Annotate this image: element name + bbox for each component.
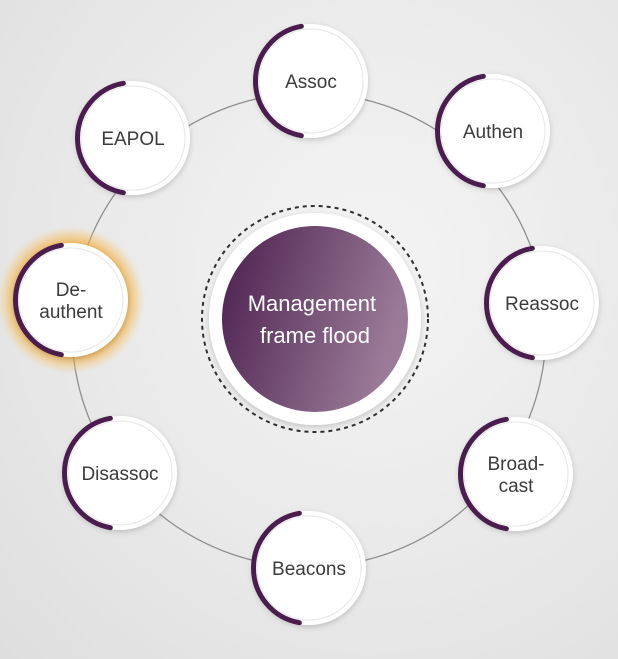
node-label-line: Authen [463,122,523,143]
node-label: De-authent [39,280,103,323]
node-label: Disassoc [81,464,158,485]
node-circle [76,81,190,195]
node-label-line: Broad- [487,454,544,475]
node-label: EAPOL [101,129,164,150]
node-circle [14,243,128,357]
node-inner-ring [256,515,362,621]
node-accent-arc [253,23,304,139]
node-inner-ring [18,247,124,353]
node-label: Reassoc [505,294,579,315]
center-circle [222,226,408,412]
node-label: Beacons [272,559,346,580]
node-accent-arc [484,245,535,361]
node-deauthent: De-authent [0,226,145,374]
node-assoc: Assoc [253,23,368,139]
node-label-line: authent [39,302,103,323]
node-label-line: Beacons [272,559,346,580]
node-circle [252,511,366,625]
node-accent-arc [458,416,509,532]
node-label-line: cast [499,476,535,497]
node-circle [254,24,368,138]
node-label-line: Disassoc [81,464,158,485]
node-eapol: EAPOL [75,80,190,196]
node-inner-ring [67,420,173,526]
node-disassoc: Disassoc [62,415,177,531]
node-reassoc: Reassoc [484,245,599,361]
node-accent-arc [62,415,113,531]
center-dashed-ring [201,205,429,433]
node-circle [63,416,177,530]
node-label: Assoc [285,72,337,93]
node-accent-arc [13,242,64,358]
nodes-layer: Assoc Authen Reassoc Broad-cast Beacons Disas… [0,23,599,626]
node-inner-ring [440,78,546,184]
node-beacons: Beacons [251,510,366,626]
node-inner-ring [80,85,186,191]
node-accent-arc [435,73,486,189]
node-label-line: Reassoc [505,294,579,315]
node-accent-arc [75,80,126,196]
node-authen: Authen [435,73,550,189]
node-inner-ring [463,421,569,527]
center-hub: Management frame flood [201,205,429,433]
node-label-line: De- [56,280,87,301]
node-inner-ring [489,250,595,356]
node-broadcast: Broad-cast [458,416,573,532]
node-accent-arc [251,510,302,626]
node-label-line: Assoc [285,72,337,93]
center-label: Management frame flood [248,291,383,348]
node-circle [459,417,573,531]
center-label-line-2: frame flood [260,323,370,348]
center-label-line-1: Management [248,291,376,316]
node-label: Broad-cast [487,454,544,497]
node-inner-ring [258,28,364,134]
node-circle [436,74,550,188]
node-label: Authen [463,122,523,143]
node-label-line: EAPOL [101,129,164,150]
node-circle [485,246,599,360]
